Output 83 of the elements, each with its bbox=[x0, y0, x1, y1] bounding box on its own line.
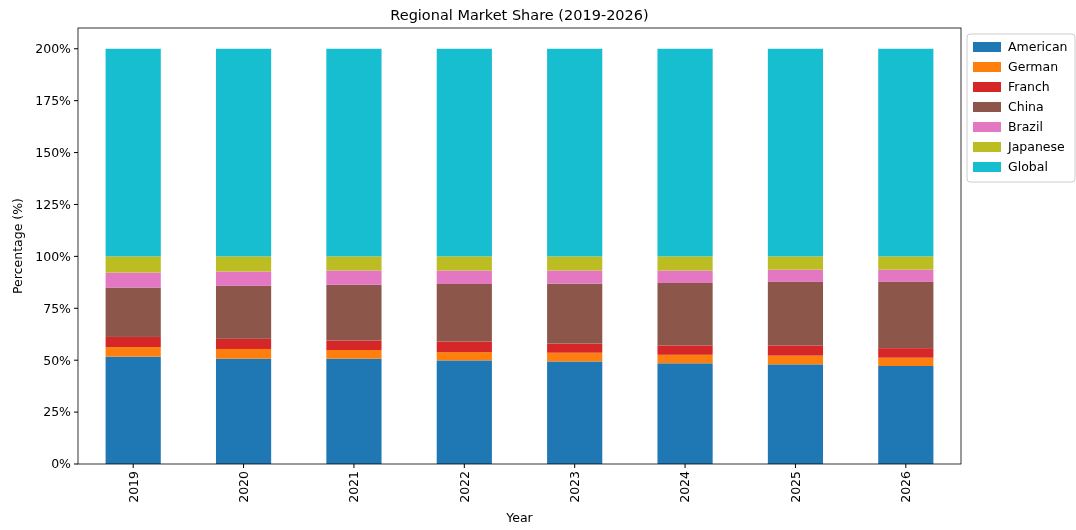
x-tick-label: 2019 bbox=[125, 470, 141, 503]
legend-label: German bbox=[1008, 59, 1059, 75]
bar bbox=[105, 256, 161, 273]
bar bbox=[326, 270, 382, 285]
bar bbox=[547, 361, 603, 464]
y-axis-title: Percentage (%) bbox=[10, 198, 25, 294]
x-tick-label: 2021 bbox=[346, 471, 362, 503]
bar bbox=[878, 269, 934, 282]
bar bbox=[878, 348, 934, 358]
bar bbox=[215, 358, 272, 464]
x-tick-label: 2025 bbox=[787, 471, 803, 503]
y-tick-label: 125% bbox=[35, 196, 72, 212]
x-tick-label: 2023 bbox=[567, 471, 583, 503]
bar bbox=[657, 48, 713, 257]
bar bbox=[767, 269, 824, 282]
bar bbox=[878, 357, 934, 366]
y-tick-label: 50% bbox=[43, 352, 72, 368]
bar bbox=[215, 285, 272, 339]
bar bbox=[436, 341, 492, 353]
bar bbox=[436, 48, 492, 257]
y-tick-label: 175% bbox=[35, 93, 72, 109]
bar bbox=[767, 256, 824, 270]
legend-label: Japanese bbox=[1007, 139, 1066, 155]
bar bbox=[547, 48, 603, 257]
bar bbox=[105, 272, 161, 288]
bar bbox=[326, 350, 382, 359]
bar bbox=[436, 283, 492, 342]
bar bbox=[105, 287, 161, 337]
legend-label: Franch bbox=[1008, 79, 1050, 95]
bar bbox=[215, 338, 272, 349]
bar bbox=[878, 48, 934, 257]
bar bbox=[436, 360, 492, 464]
bar bbox=[767, 364, 824, 464]
y-tick-label: 75% bbox=[43, 300, 72, 316]
bar bbox=[105, 356, 161, 464]
bar bbox=[436, 256, 492, 271]
bar bbox=[547, 343, 603, 353]
x-tick-label: 2024 bbox=[677, 470, 693, 503]
bar bbox=[547, 352, 603, 362]
bar bbox=[767, 281, 824, 346]
x-axis-title: Year bbox=[505, 510, 534, 525]
bar bbox=[767, 355, 824, 365]
bar bbox=[215, 271, 272, 286]
x-tick-label: 2020 bbox=[235, 470, 251, 503]
bar bbox=[547, 256, 603, 271]
y-tick-label: 150% bbox=[35, 144, 72, 160]
bar bbox=[326, 340, 382, 351]
bar bbox=[326, 284, 382, 341]
bar bbox=[326, 358, 382, 464]
bar bbox=[657, 354, 713, 364]
x-tick-label: 2026 bbox=[898, 470, 914, 503]
bar bbox=[547, 283, 603, 344]
bar bbox=[657, 282, 713, 346]
chart-title: Regional Market Share (2019-2026) bbox=[390, 7, 649, 23]
bar bbox=[767, 48, 824, 257]
bar bbox=[657, 270, 713, 283]
bar bbox=[215, 256, 272, 272]
y-tick-label: 200% bbox=[35, 41, 72, 57]
legend-label: Global bbox=[1008, 159, 1048, 175]
bar bbox=[215, 348, 272, 359]
bar bbox=[767, 345, 824, 356]
bar bbox=[105, 336, 161, 348]
bar bbox=[436, 270, 492, 284]
bar bbox=[326, 256, 382, 271]
bar bbox=[105, 48, 161, 257]
y-tick-label: 25% bbox=[43, 404, 72, 420]
y-tick-label: 100% bbox=[35, 248, 72, 264]
bar bbox=[657, 345, 713, 355]
bar bbox=[326, 48, 382, 257]
bar bbox=[878, 256, 934, 270]
bar bbox=[547, 270, 603, 284]
bar bbox=[878, 366, 934, 464]
bar bbox=[657, 363, 713, 464]
y-tick-label: 0% bbox=[51, 456, 72, 472]
legend-label: Brazil bbox=[1008, 119, 1043, 135]
legend-label: American bbox=[1008, 39, 1068, 55]
bar bbox=[105, 347, 161, 357]
legend-label: China bbox=[1008, 99, 1044, 115]
x-tick-label: 2022 bbox=[456, 471, 472, 503]
bar bbox=[657, 256, 713, 271]
bar bbox=[878, 281, 934, 349]
bar bbox=[436, 352, 492, 361]
bar bbox=[215, 48, 272, 257]
